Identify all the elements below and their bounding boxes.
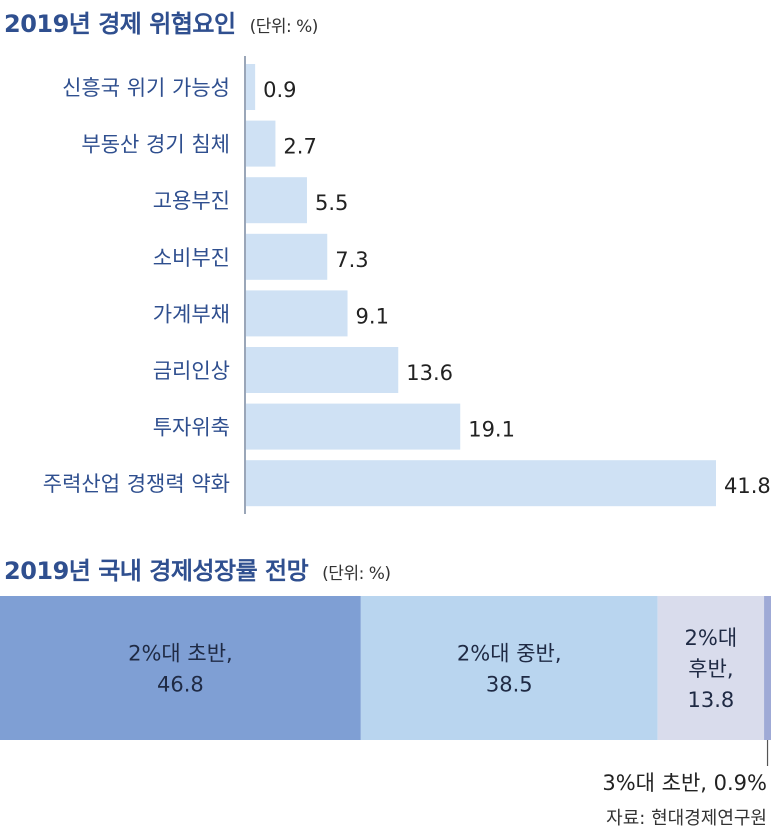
chart2-unit-label: (단위: %) — [322, 564, 391, 584]
source-note: 자료: 현대경제연구원 — [606, 808, 767, 829]
segment-2 — [360, 596, 658, 740]
chart2-title: 2019년 국내 경제성장률 전망 (단위: %) — [4, 551, 391, 586]
bar-4 — [245, 233, 328, 280]
chart2-title-text: 2019년 국내 경제성장률 전망 — [4, 557, 309, 585]
bar-3 — [245, 177, 307, 224]
category-label: 고용부진 — [153, 189, 230, 213]
category-label: 부동산 경기 침체 — [81, 133, 230, 157]
bar-6 — [245, 347, 399, 393]
value-label: 13.6 — [406, 361, 453, 385]
chart1-title-text: 2019년 경제 위협요인 — [4, 10, 236, 38]
segment-label: 후반, — [688, 657, 733, 681]
growth-outlook-stacked-bar: 2%대 초반, 46.8 2%대 중반, 38.5 2%대후반, 13.8 3%대 초반, … — [0, 596, 771, 795]
segment-label: 3%대 초반, 0.9% — [602, 771, 767, 795]
category-label: 투자위축 — [153, 416, 230, 440]
segment-label: 2%대 — [685, 626, 738, 650]
bar-2 — [245, 120, 276, 167]
segment-label: 46.8 — [157, 673, 204, 697]
segment-1 — [0, 596, 361, 740]
bar-7 — [245, 403, 461, 450]
segment-3 — [657, 596, 765, 740]
category-label: 금리인상 — [153, 359, 230, 383]
value-label: 2.7 — [283, 135, 316, 159]
category-label: 신흥국 위기 가능성 — [62, 76, 230, 100]
value-label: 19.1 — [468, 418, 515, 442]
threat-factors-bar-chart: 신흥국 위기 가능성 0.9 부동산 경기 침체 2.7 고용부진 5.5 소비부진 7.3 가… — [43, 56, 771, 514]
value-label: 41.8 — [724, 474, 771, 498]
category-label: 주력산업 경쟁력 약화 — [43, 472, 230, 496]
bar-5 — [245, 290, 348, 337]
bar-8 — [245, 460, 716, 507]
segment-label: 2%대 초반, — [128, 642, 233, 666]
value-label: 9.1 — [356, 304, 389, 328]
category-label: 가계부채 — [153, 302, 230, 326]
value-label: 7.3 — [335, 248, 368, 272]
chart1-unit-label: (단위: %) — [249, 17, 319, 37]
segment-label: 38.5 — [486, 673, 533, 697]
value-label: 5.5 — [315, 191, 348, 215]
bar-1 — [245, 64, 256, 110]
value-label: 0.9 — [263, 78, 296, 102]
segment-label: 2%대 중반, — [457, 642, 562, 666]
segment-4 — [764, 596, 771, 740]
category-label: 소비부진 — [153, 246, 230, 270]
chart1-title: 2019년 경제 위협요인 (단위: %) — [4, 4, 318, 39]
segment-label: 13.8 — [687, 688, 734, 712]
